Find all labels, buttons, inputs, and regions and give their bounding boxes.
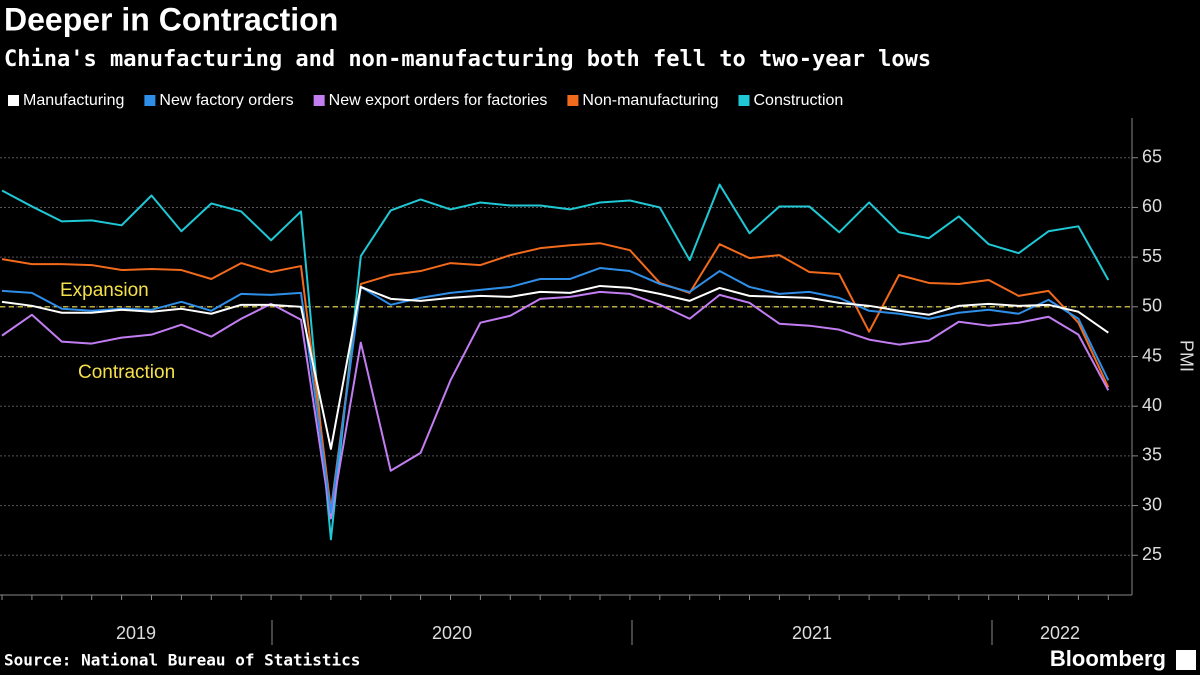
legend-swatch [8, 95, 19, 106]
legend-label: New export orders for factories [329, 92, 548, 109]
legend-swatch [738, 95, 750, 106]
y-tick-label: 60 [1142, 196, 1162, 216]
legend-swatch [144, 95, 156, 106]
year-label: 2019 [116, 623, 156, 643]
series-line [1, 183, 1110, 541]
y-axis-label: PMI [1176, 340, 1196, 372]
series-line [1, 242, 1110, 511]
series-line [1, 284, 1109, 450]
brand: Bloomberg [1050, 646, 1166, 671]
legend-label: Construction [753, 92, 843, 109]
annotation: Expansion [60, 280, 149, 301]
y-tick-label: 50 [1142, 296, 1162, 316]
chart-title: Deeper in Contraction [4, 1, 338, 37]
legend-label: Manufacturing [23, 92, 124, 109]
y-tick-label: 35 [1142, 445, 1162, 465]
chart-subtitle: China's manufacturing and non-manufactur… [4, 47, 931, 72]
y-tick-label: 25 [1142, 544, 1162, 564]
y-tick-label: 30 [1142, 494, 1162, 514]
y-tick-label: 65 [1142, 147, 1162, 167]
year-label: 2020 [432, 623, 472, 643]
year-label: 2021 [792, 623, 832, 643]
legend-swatch [567, 95, 579, 106]
y-tick-label: 40 [1142, 395, 1162, 415]
brand-icon [1176, 650, 1196, 670]
y-tick-label: 45 [1142, 345, 1162, 365]
y-tick-label: 55 [1142, 246, 1162, 266]
legend-swatch [313, 95, 325, 106]
annotation: Contraction [78, 362, 175, 383]
source: Source: National Bureau of Statistics [4, 651, 360, 670]
year-label: 2022 [1040, 623, 1080, 643]
series-line [1, 290, 1110, 520]
legend-label: Non-manufacturing [582, 92, 718, 109]
series-line [1, 267, 1110, 514]
legend-label: New factory orders [159, 92, 293, 109]
